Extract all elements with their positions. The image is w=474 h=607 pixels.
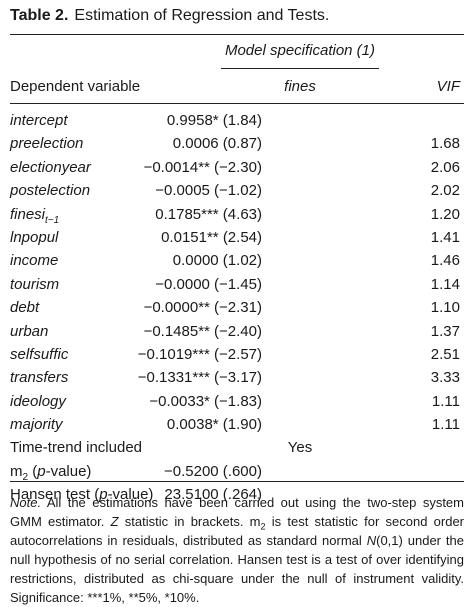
table-row: majority 0.0038* (1.90) 1.11 [0,413,474,436]
hansen-label-p: p [99,486,108,504]
header-rule [10,103,464,104]
time-trend-label: Time-trend included [10,439,143,457]
table-row: preelection 0.0006 (0.87) 1.68 [0,132,474,155]
vif-value: 3.33 [430,369,460,387]
note-n: N [366,533,377,548]
variable-name: tourism [10,275,60,293]
time-trend-row: Time-trend included Yes [0,436,474,459]
fines-column-header: fines [284,78,316,95]
note-text-2: statistic in brackets. m [118,514,261,529]
variable-name: urban [10,322,49,340]
variable-subscript: t−1 [45,214,60,226]
hansen-test-value: 23.5100 (.264) [164,486,262,504]
time-trend-value: Yes [287,439,313,457]
vif-value: 1.11 [431,416,460,434]
coefficient: −0.0033* (−1.83) [149,392,262,410]
m2-label-open: ( [28,462,38,480]
table-row: intercept 0.9958* (1.84) [0,109,474,132]
table-row: tourism −0.0000 (−1.45) 1.14 [0,273,474,296]
coefficient: −0.1019*** (−2.57) [137,345,262,363]
coefficient: −0.0014** (−2.30) [143,158,262,176]
variable-name: income [10,252,59,270]
hansen-test-label: Hansen test (p-value) [10,483,153,506]
table-row: postelection −0.0005 (−1.02) 2.02 [0,179,474,202]
table-row: lnpopul 0.0151** (2.54) 1.41 [0,226,474,249]
vif-value: 1.68 [430,135,460,153]
caption-label: Table 2. [10,7,69,24]
variable-name: electionyear [10,158,91,176]
dependent-variable-header: Dependent variable [10,78,141,95]
note-text-4: (0,1) under the null hypothesis of no se… [10,533,464,605]
vif-value: 1.41 [430,228,460,246]
vif-value: 1.11 [431,392,460,410]
vif-value: 2.02 [430,182,460,200]
coefficient: −0.1331*** (−3.17) [137,369,262,387]
variable-name: majority [10,416,63,434]
coefficient: 0.0151** (2.54) [161,228,262,246]
top-rule [10,34,464,35]
coefficient: 0.9958* (1.84) [166,112,262,129]
table-note: Note. All the estimations have been carr… [10,493,464,607]
coefficient: −0.1485** (−2.40) [143,322,262,340]
coefficient: 0.1785*** (4.63) [155,205,262,223]
bottom-rule [10,481,464,482]
model-spec-header: Model specification (1) [224,42,376,59]
vif-column-header: VIF [436,78,460,95]
variable-name: intercept [10,112,68,129]
note-subscript: 2 [260,521,266,532]
vif-value: 1.37 [430,322,460,340]
m2-label-m: m [10,462,23,480]
table-body: intercept 0.9958* (1.84) preelection 0.0… [0,109,474,507]
coefficient: −0.0000** (−2.31) [143,299,262,317]
vif-value: 1.46 [430,252,460,270]
variable-name: postelection [10,182,91,200]
coefficient: −0.0000 (−1.45) [155,275,262,293]
table-row: income 0.0000 (1.02) 1.46 [0,249,474,272]
vif-value: 1.20 [430,205,460,223]
table-row: transfers −0.1331*** (−3.17) 3.33 [0,366,474,389]
note-text-3: is test statistic for second order autoc… [10,514,465,548]
variable-base: finesi [10,205,46,223]
variable-name: debt [10,299,40,317]
table-caption: Table 2. Estimation of Regression and Tes… [10,6,329,26]
m2-test-row: m2 (p-value) −0.5200 (.600) [0,460,474,483]
m2-test-value: −0.5200 (.600) [164,462,262,480]
hansen-label-pre: Hansen test ( [10,486,100,504]
table-row: ideology −0.0033* (−1.83) 1.11 [0,390,474,413]
m2-label-p: p [37,462,46,480]
variable-name: ideology [10,392,66,410]
m2-label-subscript: 2 [22,471,29,483]
hansen-test-row: Hansen test (p-value) 23.5100 (.264) [0,483,474,506]
coefficient: −0.0005 (−1.02) [155,182,262,200]
variable-name: lnpopul [10,228,59,246]
table-row: finesit−1 0.1785*** (4.63) 1.20 [0,203,474,226]
coefficient: 0.0000 (1.02) [172,252,262,270]
coefficient: 0.0006 (0.87) [172,135,262,153]
coefficient: 0.0038* (1.90) [166,416,262,434]
hansen-label-post: -value) [107,486,154,504]
table-row: electionyear −0.0014** (−2.30) 2.06 [0,156,474,179]
vif-value: 2.06 [430,158,460,176]
note-z: Z [110,514,119,529]
variable-name: finesit−1 [10,203,59,226]
note-label: Note. [10,495,42,510]
table-row: urban −0.1485** (−2.40) 1.37 [0,320,474,343]
variable-name: transfers [10,369,69,387]
caption-text: Estimation of Regression and Tests. [74,7,330,24]
variable-name: preelection [10,135,84,153]
table-row: debt −0.0000** (−2.31) 1.10 [0,296,474,319]
m2-label-close: -value) [45,462,92,480]
m2-test-label: m2 (p-value) [10,460,91,483]
vif-value: 1.14 [430,275,460,293]
vif-value: 1.10 [430,299,460,317]
table-row: selfsuffic −0.1019*** (−2.57) 2.51 [0,343,474,366]
note-text-1: All the estimations have been carried ou… [10,495,464,529]
model-spec-rule [221,68,379,69]
vif-value: 2.51 [430,345,460,363]
variable-name: selfsuffic [10,345,69,363]
